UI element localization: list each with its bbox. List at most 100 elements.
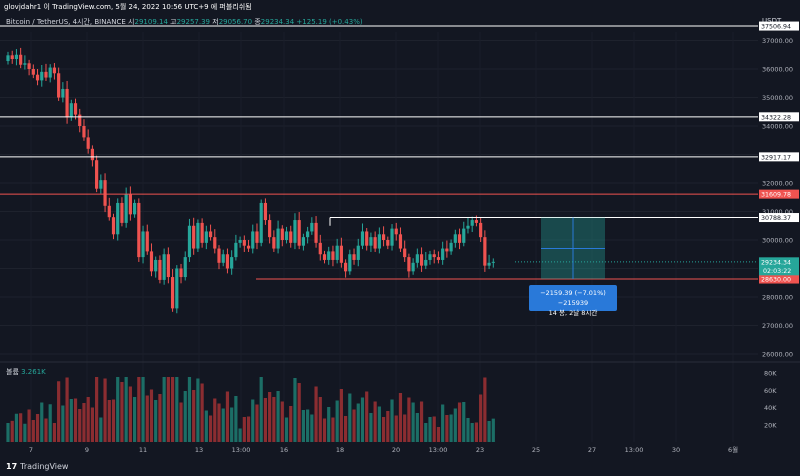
volume-bar [377,406,381,442]
volume-bar [86,397,90,442]
candle-body [251,231,255,249]
candle-body [394,228,398,235]
candle-body [162,254,166,280]
volume-bar [162,377,166,442]
candle-body [23,63,27,65]
volume-bar [415,413,419,442]
x-tick-label: 6월 [728,445,738,454]
volume-bar [331,417,335,442]
volume-bar [390,399,394,442]
volume-bar [246,416,251,442]
volume-bar [120,382,124,442]
candle-body [356,245,360,260]
volume-bar [99,417,103,442]
volume-bar [48,404,52,442]
candle-body [407,257,411,272]
x-tick-label: 13:00 [232,446,251,454]
volume-label: 볼륨 [6,368,19,376]
volume-bar [35,414,40,442]
candle-body [133,202,137,215]
volume-bar [69,399,73,442]
volume-bar [352,409,356,442]
volume-bar [441,404,445,442]
volume-bar [365,391,369,442]
volume-bar [234,396,238,442]
volume-bar [133,397,137,442]
volume-bar [145,395,149,442]
volume-bar [293,378,297,442]
currency-label: USDT [762,17,782,25]
volume-bar [360,397,365,442]
candle-body [268,220,272,238]
volume-bar [10,420,14,442]
candle-body [124,194,128,223]
candle-body [381,234,386,240]
y-tick-label: 30000.00 [762,237,793,245]
candle-body [183,257,187,278]
candle-body [230,257,234,269]
volume-bar [78,409,82,442]
volume-bar [187,377,192,442]
candle-body [289,231,293,243]
candle-body [432,254,436,258]
candle-body [116,202,120,235]
candle-body [272,237,276,249]
last-price-label: 29234.34 [761,259,791,266]
author-line: glovjdahr1 이 TradingView.com, 5월 24, 202… [4,3,252,11]
candle-body [65,88,69,118]
volume-bar [192,390,196,442]
level-price-label: 34322.28 [761,114,791,121]
candle-body [154,259,158,272]
volume-bar [166,377,170,442]
level-price-badge [759,213,799,223]
volume-bar [149,389,154,442]
volume-tick-label: 40K [764,404,777,412]
candle-body [284,231,289,240]
symbol-name[interactable]: Bitcoin / TetherUS, 4시간, BINANCE [6,18,126,26]
close-label: 종 [254,18,261,26]
x-tick-label: 9 [85,446,89,454]
x-tick-label: 11 [139,446,147,454]
candle-body [120,202,124,223]
volume-bar [314,386,318,442]
candle-body [335,245,339,260]
volume-bar [57,381,61,442]
volume-tick-label: 80K [764,370,777,378]
x-tick-label: 20 [392,446,400,454]
open-value: 29109.14 [134,18,168,26]
candle-body [196,222,200,249]
volume-bar [61,405,65,442]
last-price-countdown: 02:03:22 [763,268,791,275]
level-price-label: 37506.94 [761,24,791,31]
open-label: 시 [128,18,135,26]
volume-bar [301,410,305,442]
candle-body [419,254,424,266]
volume-bar [82,403,86,442]
volume-bar [466,418,470,442]
volume-bar [411,402,415,442]
volume-bar [432,416,436,442]
candle-body [52,67,57,74]
candle-body [479,222,483,238]
candle-body [255,231,259,243]
x-tick-label: 16 [280,446,288,454]
volume-bar [479,394,483,442]
low-label: 저 [212,18,219,26]
candle-body [344,262,348,272]
candle-body [369,237,373,246]
candle-body [331,251,335,260]
candle-body [166,254,170,278]
level-price-badge [759,152,799,162]
volume-bar [403,414,407,442]
volume-bar [65,377,69,442]
level-price-label: 28630.00 [761,277,791,284]
candle-body [213,237,217,249]
candle-body [170,277,175,309]
candle-body [348,254,352,272]
volume-bar [310,414,314,442]
volume-bar [221,408,225,442]
level-price-badge [759,274,799,284]
volume-bar [280,401,284,442]
candle-body [111,217,116,235]
